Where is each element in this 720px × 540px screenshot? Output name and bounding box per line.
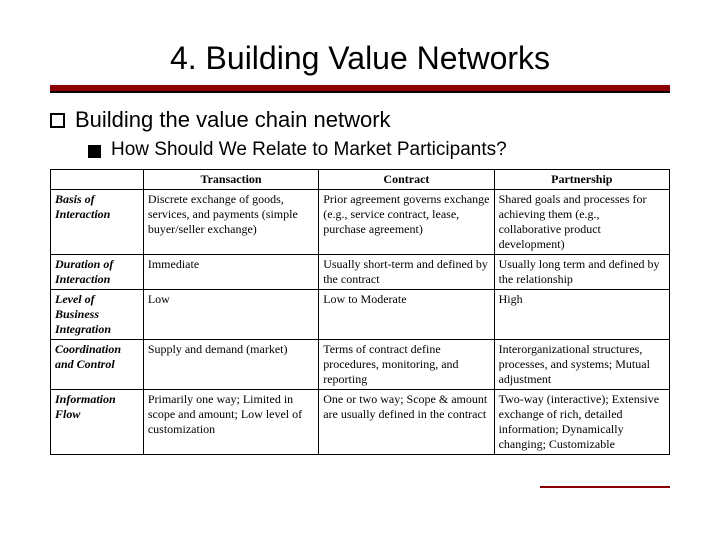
level1-text: Building the value chain network (75, 107, 391, 133)
cell: One or two way; Scope & amount are usual… (319, 390, 494, 455)
hollow-square-icon (50, 113, 65, 128)
slide-title: 4. Building Value Networks (50, 40, 670, 77)
cell: High (494, 290, 669, 340)
cell: Usually short-term and defined by the co… (319, 255, 494, 290)
slide: 4. Building Value Networks Building the … (0, 0, 720, 540)
title-underline (50, 85, 670, 93)
row-head: Basis of Interaction (51, 190, 144, 255)
level2-text: How Should We Relate to Market Participa… (111, 139, 507, 161)
accent-line (540, 486, 670, 488)
table-row: Duration of Interaction Immediate Usuall… (51, 255, 670, 290)
market-table: Transaction Contract Partnership Basis o… (50, 169, 670, 455)
row-head: Duration of Interaction (51, 255, 144, 290)
row-head: Level of Business Integration (51, 290, 144, 340)
row-head: Information Flow (51, 390, 144, 455)
bullet-level2: How Should We Relate to Market Participa… (88, 139, 670, 161)
table-header-row: Transaction Contract Partnership (51, 170, 670, 190)
cell: Two-way (interactive); Extensive exchang… (494, 390, 669, 455)
table-row: Basis of Interaction Discrete exchange o… (51, 190, 670, 255)
cell: Supply and demand (market) (143, 340, 318, 390)
table-row: Information Flow Primarily one way; Limi… (51, 390, 670, 455)
table-row: Level of Business Integration Low Low to… (51, 290, 670, 340)
cell: Interorganizational structures, processe… (494, 340, 669, 390)
cell: Primarily one way; Limited in scope and … (143, 390, 318, 455)
table-row: Coordination and Control Supply and dema… (51, 340, 670, 390)
table-header-contract: Contract (319, 170, 494, 190)
cell: Shared goals and processes for achieving… (494, 190, 669, 255)
row-head: Coordination and Control (51, 340, 144, 390)
table-header-transaction: Transaction (143, 170, 318, 190)
cell: Prior agreement governs exchange (e.g., … (319, 190, 494, 255)
filled-square-icon (88, 145, 101, 158)
table-header-partnership: Partnership (494, 170, 669, 190)
cell: Immediate (143, 255, 318, 290)
bullet-level1: Building the value chain network (50, 107, 670, 133)
table-header-blank (51, 170, 144, 190)
cell: Terms of contract define procedures, mon… (319, 340, 494, 390)
cell: Discrete exchange of goods, services, an… (143, 190, 318, 255)
cell: Low to Moderate (319, 290, 494, 340)
cell: Usually long term and defined by the rel… (494, 255, 669, 290)
cell: Low (143, 290, 318, 340)
